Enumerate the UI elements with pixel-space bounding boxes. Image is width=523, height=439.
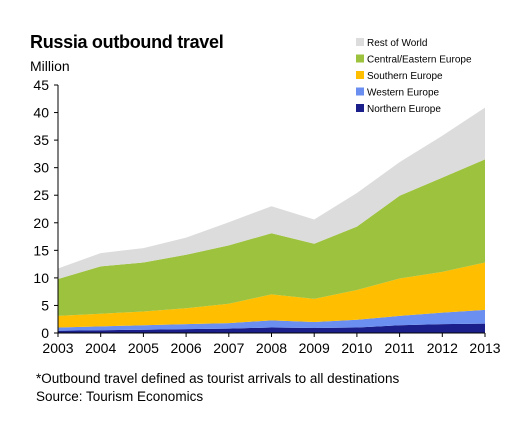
- x-tick-label: 2006: [171, 340, 202, 356]
- source-note: Source: Tourism Economics: [36, 389, 204, 404]
- y-tick-label: 5: [41, 297, 49, 313]
- legend: Rest of World Central/Eastern Europe South…: [356, 38, 472, 115]
- x-tick-label: 2005: [128, 340, 159, 356]
- y-tick-label: 20: [33, 215, 49, 231]
- legend-label-western-europe: Western Europe: [367, 88, 440, 99]
- y-tick-label: 10: [33, 270, 49, 286]
- x-tick-label: 2008: [256, 340, 287, 356]
- area-western-europe: [58, 309, 485, 331]
- x-tick-label: 2004: [85, 340, 116, 356]
- x-tick-label: 2013: [469, 340, 500, 356]
- y-tick-label: 40: [33, 105, 49, 121]
- x-tick-label: 2012: [427, 340, 458, 356]
- y-tick-label: 15: [33, 242, 49, 258]
- legend-swatch-rest-of-world: [356, 38, 364, 46]
- area-southern-europe: [58, 262, 485, 328]
- legend-label-rest-of-world: Rest of World: [367, 38, 427, 49]
- legend-label-northern-europe: Northern Europe: [367, 104, 441, 115]
- legend-label-central-eastern-europe: Central/Eastern Europe: [367, 55, 472, 66]
- legend-swatch-western-europe: [356, 87, 364, 96]
- x-tick-label: 2009: [299, 340, 330, 356]
- y-tick-label: 0: [41, 325, 49, 341]
- x-tick-label: 2011: [385, 340, 415, 356]
- area-rest-of-world: [58, 107, 485, 279]
- x-tick-label: 2007: [213, 340, 244, 356]
- y-tick-label: 25: [33, 187, 49, 203]
- legend-swatch-northern-europe: [356, 104, 364, 112]
- axes-group: 0 5 10 15 20 25 30 35 40 45 2003 2004 2005 2006 2007 20…: [33, 77, 500, 356]
- y-tick-label: 30: [33, 160, 49, 176]
- x-tick-label: 2003: [42, 340, 73, 356]
- footnote: *Outbound travel defined as tourist arri…: [36, 371, 400, 386]
- area-series-group: [58, 107, 485, 333]
- legend-swatch-central-eastern-europe: [356, 54, 364, 63]
- y-tick-label: 45: [33, 77, 49, 93]
- chart-title: Russia outbound travel: [30, 32, 224, 52]
- y-tick-label: 35: [33, 132, 49, 148]
- area-central-eastern-europe: [58, 159, 485, 316]
- legend-swatch-southern-europe: [356, 71, 364, 79]
- area-northern-europe: [58, 323, 485, 333]
- x-tick-label: 2010: [341, 340, 372, 356]
- y-axis-unit-label: Million: [30, 58, 70, 74]
- legend-label-southern-europe: Southern Europe: [367, 71, 443, 82]
